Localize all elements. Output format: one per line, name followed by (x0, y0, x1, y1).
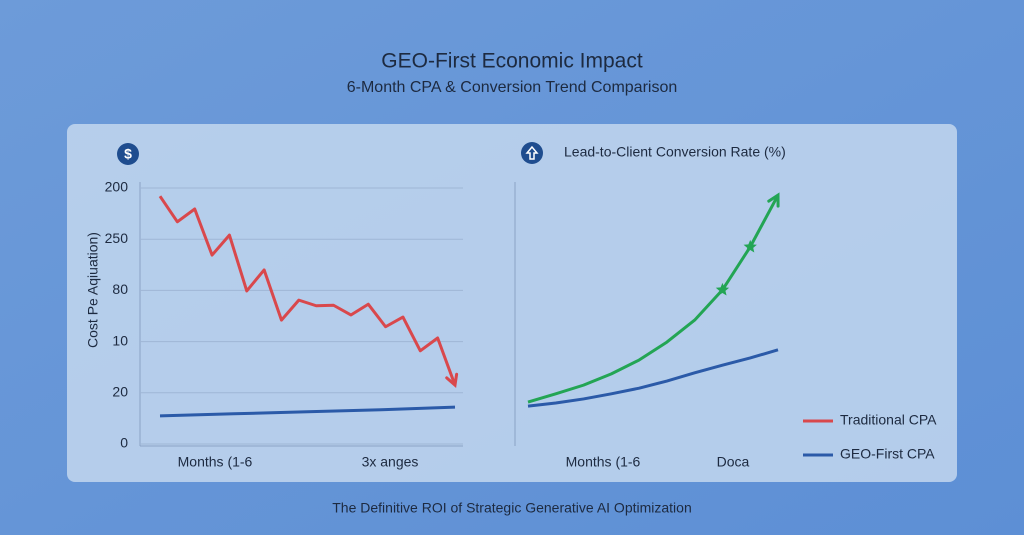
subtitle: 6-Month CPA & Conversion Trend Compariso… (347, 79, 678, 96)
arrowhead (445, 372, 459, 389)
footer: The Definitive ROI of Strategic Generati… (332, 500, 692, 516)
x-tick-label: Months (1-6 (566, 454, 641, 470)
panel (67, 124, 957, 482)
icon-bg (521, 142, 543, 164)
legend-label: Traditional CPA (840, 412, 937, 428)
line (159, 405, 456, 418)
icon: $ (124, 146, 132, 162)
marker (743, 239, 757, 253)
y-tick-label: 10 (112, 332, 128, 348)
line (527, 348, 779, 408)
y-axis-label: Cost Pe Aqiuation) (85, 232, 101, 348)
y-tick-label: 250 (105, 230, 129, 246)
chart-title: Lead-to-Client Conversion Rate (%) (564, 144, 786, 160)
title: GEO-First Economic Impact (381, 50, 643, 73)
icon (525, 145, 539, 160)
arrowhead (767, 192, 780, 208)
line (527, 194, 780, 404)
y-tick-label: 20 (112, 384, 128, 400)
icon-bg (117, 143, 139, 165)
x-tick-label: 3x anges (362, 454, 419, 470)
marker (715, 282, 730, 296)
y-tick-label: 0 (120, 435, 128, 451)
x-tick-label: Doca (717, 454, 750, 470)
y-tick-label: 200 (105, 179, 129, 195)
legend-label: GEO-First CPA (840, 446, 935, 462)
x-tick-label: Months (1-6 (178, 454, 253, 470)
y-tick-label: 80 (112, 281, 128, 297)
line (158, 195, 457, 386)
